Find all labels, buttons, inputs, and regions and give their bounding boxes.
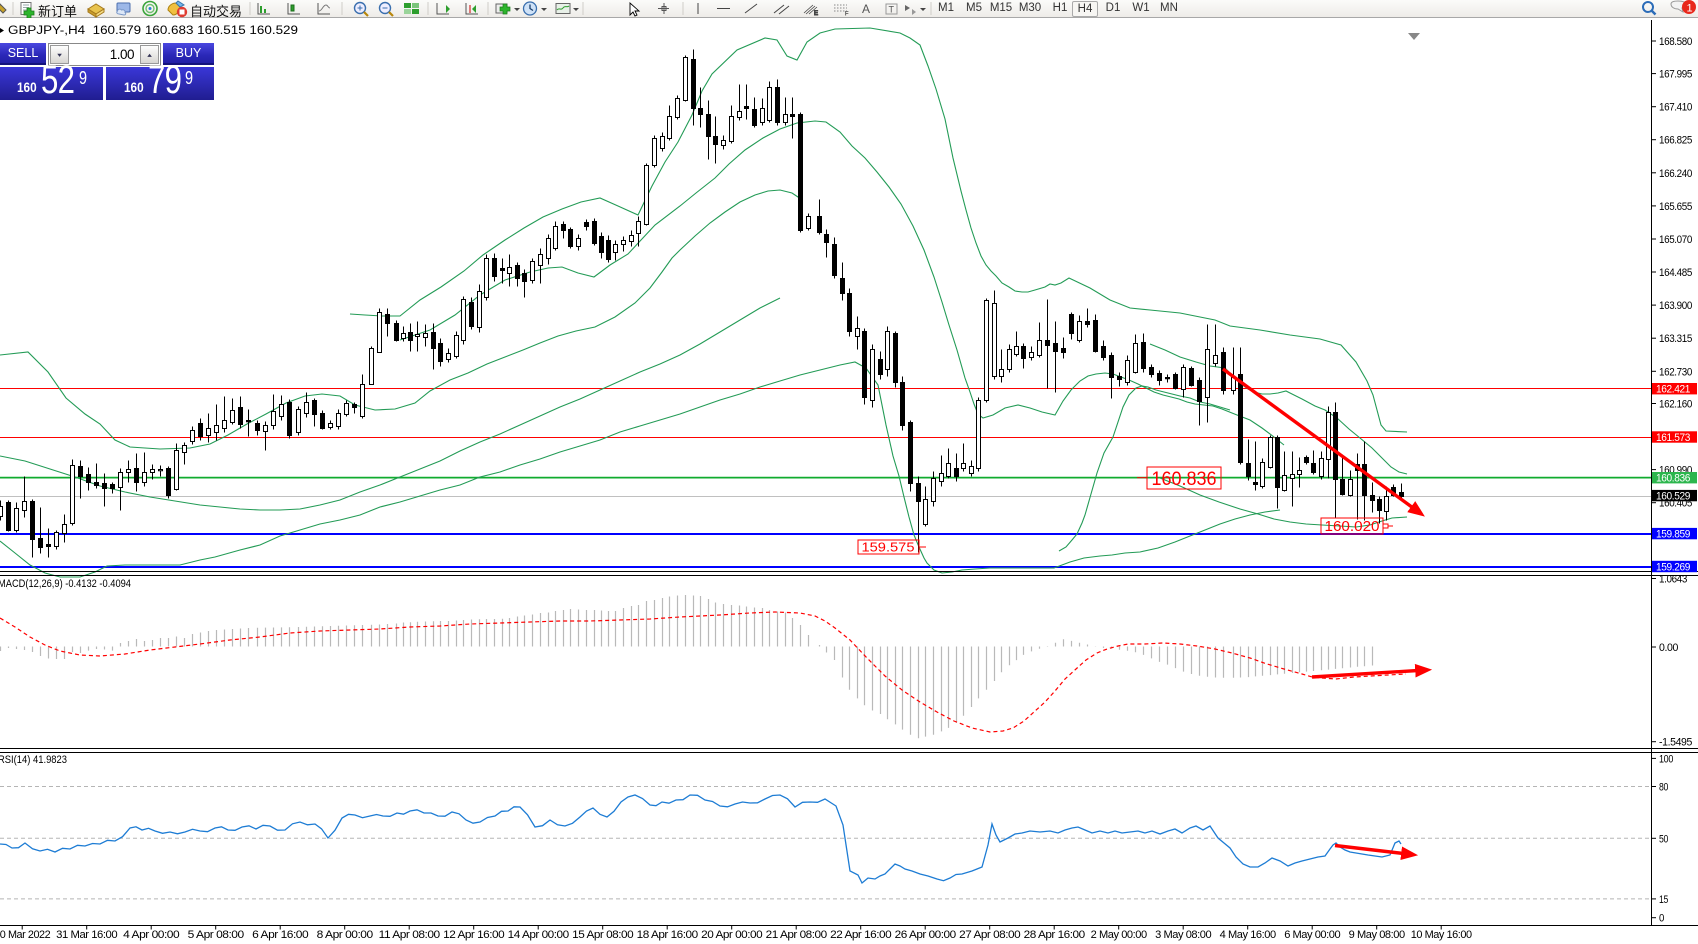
svg-text:18 Apr 16:00: 18 Apr 16:00 <box>637 929 698 941</box>
svg-text:100: 100 <box>1659 753 1673 765</box>
svg-text:6 May 00:00: 6 May 00:00 <box>1284 929 1340 941</box>
svg-text:4 May 16:00: 4 May 16:00 <box>1220 929 1276 941</box>
svg-text:-1.5495: -1.5495 <box>1659 737 1692 749</box>
svg-text:9 May 08:00: 9 May 08:00 <box>1349 929 1405 941</box>
svg-text:166.240: 166.240 <box>1659 168 1692 180</box>
svg-text:E: E <box>814 11 818 17</box>
svg-text:160.836: 160.836 <box>1656 473 1690 485</box>
svg-text:163.900: 163.900 <box>1659 300 1692 312</box>
svg-text:168.580: 168.580 <box>1659 36 1692 48</box>
svg-text:MACD(12,26,9) -0.4132 -0.4094: MACD(12,26,9) -0.4132 -0.4094 <box>0 578 131 590</box>
svg-text:165.655: 165.655 <box>1659 201 1692 213</box>
svg-text:31 Mar 16:00: 31 Mar 16:00 <box>56 929 117 941</box>
svg-text:4 Apr 00:00: 4 Apr 00:00 <box>123 929 179 941</box>
svg-text:15: 15 <box>1659 894 1668 906</box>
svg-text:164.485: 164.485 <box>1659 267 1692 279</box>
svg-text:3 May 08:00: 3 May 08:00 <box>1155 929 1211 941</box>
svg-text:159.575: 159.575 <box>862 540 915 555</box>
svg-text:166.825: 166.825 <box>1659 135 1692 147</box>
svg-text:0.00: 0.00 <box>1659 642 1678 654</box>
svg-text:14 Apr 00:00: 14 Apr 00:00 <box>508 929 569 941</box>
svg-text:F: F <box>845 12 849 18</box>
svg-text:1.0643: 1.0643 <box>1659 574 1687 586</box>
svg-text:A: A <box>862 2 870 16</box>
svg-text:8 Apr 00:00: 8 Apr 00:00 <box>317 929 373 941</box>
svg-text:2 May 00:00: 2 May 00:00 <box>1091 929 1147 941</box>
svg-text:22 Apr 16:00: 22 Apr 16:00 <box>830 929 891 941</box>
svg-text:160.836: 160.836 <box>1152 469 1217 490</box>
svg-text:11 Apr 08:00: 11 Apr 08:00 <box>379 929 440 941</box>
svg-text:15 Apr 08:00: 15 Apr 08:00 <box>572 929 633 941</box>
svg-text:10 May 16:00: 10 May 16:00 <box>1411 929 1472 941</box>
svg-text:12 Apr 16:00: 12 Apr 16:00 <box>443 929 504 941</box>
svg-text:28 Apr 16:00: 28 Apr 16:00 <box>1024 929 1085 941</box>
svg-text:27 Apr 08:00: 27 Apr 08:00 <box>959 929 1020 941</box>
svg-text:163.315: 163.315 <box>1659 333 1692 345</box>
svg-text:160.020: 160.020 <box>1325 519 1380 535</box>
svg-text:1: 1 <box>1687 3 1693 15</box>
svg-text:5 Apr 08:00: 5 Apr 08:00 <box>188 929 244 941</box>
svg-text:159.859: 159.859 <box>1656 529 1690 541</box>
svg-text:30 Mar 2022: 30 Mar 2022 <box>0 929 51 941</box>
svg-text:T: T <box>889 5 895 15</box>
svg-text:6 Apr 16:00: 6 Apr 16:00 <box>252 929 308 941</box>
svg-text:RSI(14) 41.9823: RSI(14) 41.9823 <box>0 754 67 766</box>
svg-text:167.410: 167.410 <box>1659 102 1692 114</box>
svg-text:167.995: 167.995 <box>1659 69 1692 81</box>
svg-text:26 Apr 00:00: 26 Apr 00:00 <box>895 929 956 941</box>
svg-text:161.573: 161.573 <box>1656 432 1690 444</box>
svg-text:159.269: 159.269 <box>1656 562 1690 574</box>
svg-text:50: 50 <box>1659 833 1668 845</box>
svg-text:165.070: 165.070 <box>1659 234 1692 246</box>
svg-text:162.730: 162.730 <box>1659 366 1692 378</box>
svg-text:160.529: 160.529 <box>1656 491 1690 503</box>
svg-text:80: 80 <box>1659 782 1668 794</box>
svg-text:GBPJPY-,H4 160.579 160.683 16: GBPJPY-,H4 160.579 160.683 160.515 160.5… <box>8 25 298 37</box>
svg-text:0: 0 <box>1659 913 1664 925</box>
svg-text:162.421: 162.421 <box>1656 384 1690 396</box>
svg-text:21 Apr 08:00: 21 Apr 08:00 <box>766 929 827 941</box>
svg-text:162.160: 162.160 <box>1659 399 1692 411</box>
svg-text:20 Apr 00:00: 20 Apr 00:00 <box>701 929 762 941</box>
